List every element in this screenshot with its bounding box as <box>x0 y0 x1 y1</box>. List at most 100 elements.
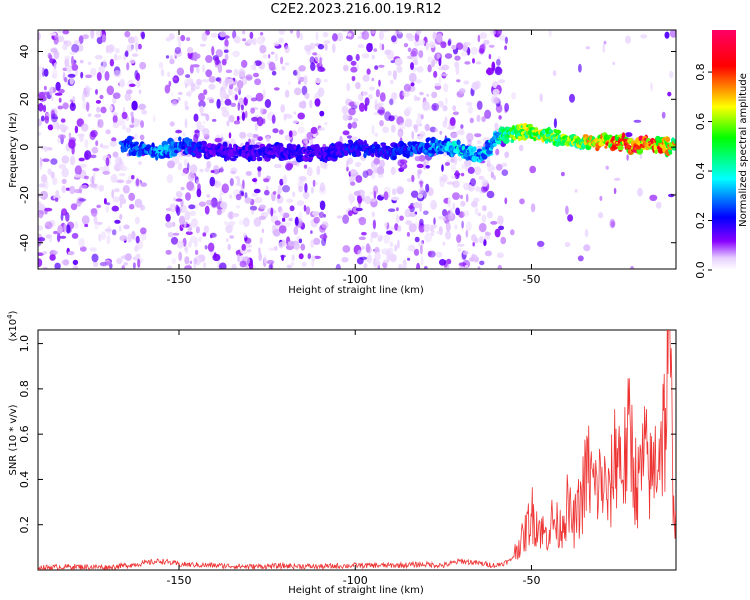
spectrogram-cell <box>306 166 313 177</box>
spectrogram-cell <box>403 43 409 48</box>
spectrogram-ridge-cell <box>134 141 140 146</box>
spectrogram-y-tick-label: 0 <box>18 144 31 151</box>
spectrogram-cell <box>377 173 384 178</box>
spectrogram-cell <box>92 171 96 182</box>
spectrogram-cell <box>140 182 148 187</box>
spectrogram-cell <box>341 105 349 115</box>
spectrogram-cell <box>54 92 63 96</box>
spectrogram-cell <box>274 52 279 62</box>
spectrogram-cell <box>458 266 465 269</box>
spectrogram-cell <box>281 217 286 222</box>
spectrogram-cell <box>96 204 102 208</box>
spectrogram-cell <box>171 100 178 106</box>
spectrogram-cell <box>178 91 183 96</box>
spectrogram-cell <box>399 215 404 221</box>
spectrogram-cell <box>379 92 386 102</box>
spectrogram-cell <box>296 72 301 80</box>
spectrogram-cell <box>139 134 145 141</box>
spectrogram-cell <box>201 79 209 83</box>
spectrogram-cell <box>112 114 118 124</box>
spectrogram-cell <box>135 178 140 187</box>
spectrogram-cell <box>381 248 390 255</box>
spectrogram-cell <box>484 109 492 120</box>
spectrogram-cell <box>352 118 359 122</box>
spectrogram-cell <box>38 91 46 100</box>
spectrogram-cell <box>427 56 433 64</box>
spectrogram-cell <box>633 119 642 123</box>
spectrogram-cell <box>482 205 487 212</box>
spectrogram-cell <box>498 225 505 231</box>
spectrogram-cell <box>125 179 132 185</box>
spectrogram-cell <box>82 34 89 40</box>
spectrogram-cell <box>442 120 448 128</box>
spectrogram-cell <box>321 237 327 247</box>
colorbar-tick-label: 0.0 <box>694 261 707 279</box>
spectrogram-ridge-cell <box>665 136 671 143</box>
spectrogram-cell <box>293 226 299 236</box>
spectrogram-cell <box>294 216 299 226</box>
spectrogram-cell <box>499 34 506 41</box>
spectrogram-cell <box>495 148 500 156</box>
spectrogram-cell <box>465 229 469 238</box>
spectrogram-cell <box>196 66 200 74</box>
spectrogram-cell <box>175 129 183 134</box>
spectrogram-cell <box>49 254 56 261</box>
spectrogram-cell <box>387 70 392 76</box>
spectrogram-cell <box>379 120 384 127</box>
spectrogram-cell <box>298 211 303 222</box>
spectrogram-cell <box>490 221 498 225</box>
spectrogram-ridge-cell <box>259 157 263 161</box>
spectrogram-cell <box>193 256 202 266</box>
spectrogram-cell <box>300 187 303 192</box>
spectrogram-cell <box>478 222 487 233</box>
spectrogram-cell <box>302 191 310 200</box>
spectrogram-cell <box>371 77 375 82</box>
spectrogram-cell <box>377 234 384 240</box>
spectrogram-cell <box>417 169 423 175</box>
spectrogram-cell <box>491 61 496 72</box>
spectrogram-cell <box>58 97 62 103</box>
spectrogram-cell <box>252 133 259 138</box>
spectrogram-cell <box>309 42 316 50</box>
spectrogram-cell <box>203 89 208 95</box>
spectrogram-cell <box>186 37 191 42</box>
spectrogram-ridge-cell <box>617 145 624 151</box>
spectrogram-cell <box>59 235 67 239</box>
spectrogram-cell <box>193 51 198 62</box>
spectrogram-cell <box>47 168 52 175</box>
spectrogram-cell <box>272 128 279 134</box>
spectrogram-cell <box>399 159 408 164</box>
spectrogram-cell <box>350 181 356 186</box>
spectrogram-cell <box>379 42 383 51</box>
spectrogram-cell <box>278 129 284 135</box>
spectrogram-cell <box>165 55 170 59</box>
spectrogram-cell <box>370 231 379 239</box>
spectrogram-cell <box>203 225 210 234</box>
spectrogram-cell <box>463 80 470 85</box>
spectrogram-cell <box>603 40 607 45</box>
spectrogram-cell <box>350 66 358 73</box>
spectrogram-cell <box>423 210 429 215</box>
spectrogram-cell <box>289 205 295 212</box>
spectrogram-cell <box>479 32 488 40</box>
spectrogram-cell <box>504 45 507 50</box>
spectrogram-cell <box>182 132 186 137</box>
spectrogram-cell <box>78 198 87 202</box>
spectrogram-cell <box>250 107 256 114</box>
snr-y-tick-label: 0.2 <box>18 516 31 534</box>
spectrogram-cell <box>394 244 398 252</box>
spectrogram-cell <box>229 235 235 239</box>
spectrogram-cell <box>454 156 458 165</box>
spectrogram-cell <box>64 57 70 68</box>
spectrogram-cell <box>246 132 254 138</box>
spectrogram-cell <box>140 204 145 211</box>
spectrogram-cell <box>49 58 56 64</box>
spectrogram-cell <box>304 183 308 193</box>
spectrogram-cell <box>484 235 491 240</box>
spectrogram-cell <box>445 230 451 240</box>
spectrogram-cell <box>287 240 295 247</box>
spectrogram-cell <box>219 193 222 202</box>
spectrogram-cell <box>450 132 458 138</box>
spectrogram-cell <box>165 221 173 229</box>
spectrogram-cell <box>270 51 275 55</box>
